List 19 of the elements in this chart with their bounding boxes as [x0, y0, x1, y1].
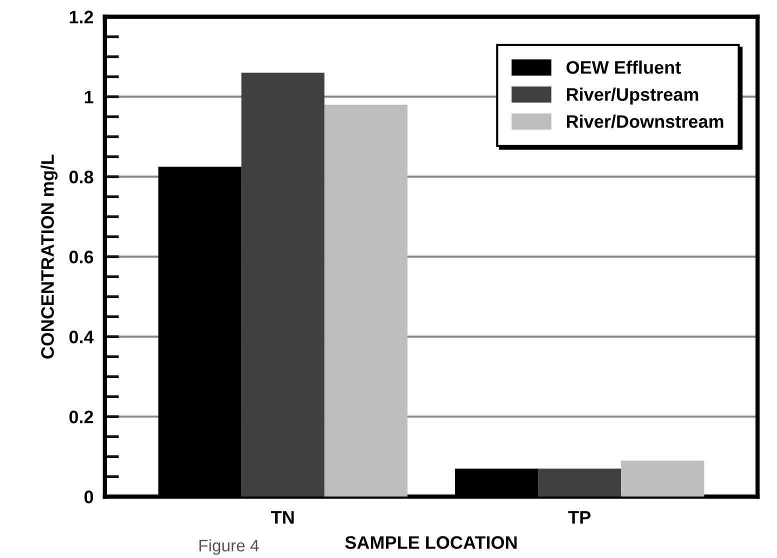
legend-label: River/Upstream — [566, 88, 698, 104]
y-tick-label: 0.6 — [69, 250, 94, 264]
x-tick-label: TN — [271, 511, 294, 524]
y-tick-label: 0.8 — [69, 170, 94, 184]
y-tick-label: 0 — [84, 490, 94, 504]
x-axis-title: SAMPLE LOCATION — [345, 536, 517, 549]
y-tick-label: 1 — [84, 90, 94, 104]
y-tick-label: 1.2 — [70, 10, 94, 24]
y-tick-label: 0.2 — [69, 410, 94, 424]
bar — [621, 460, 704, 497]
y-axis-title: CONCENTRATION mg/L — [40, 154, 58, 359]
bar — [324, 104, 408, 497]
x-tick-label: TP — [568, 511, 590, 524]
y-tick-label: 0.4 — [69, 330, 94, 344]
bar — [241, 72, 324, 497]
legend-label: River/Downstream — [566, 114, 724, 128]
bar — [538, 468, 622, 497]
caption: Figure 4 — [200, 539, 259, 555]
legend-label: OEW Effluent — [566, 60, 681, 74]
